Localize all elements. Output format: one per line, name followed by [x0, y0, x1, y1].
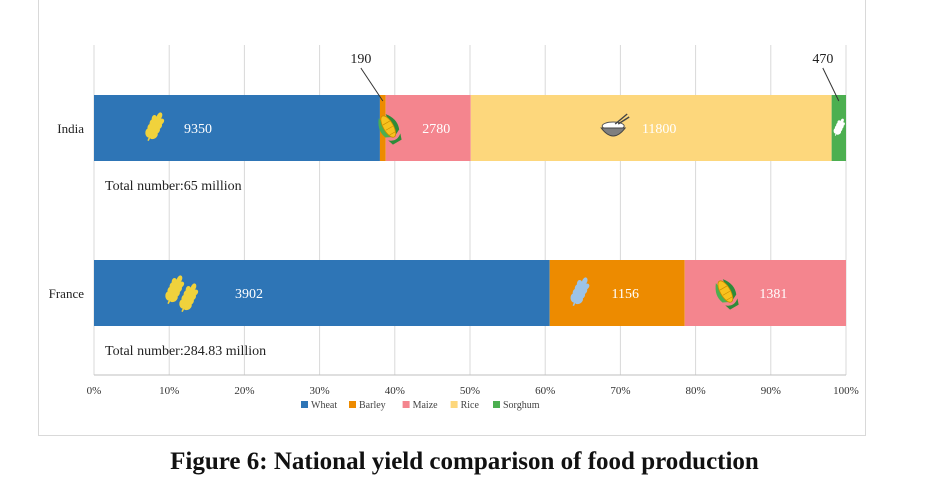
x-tick-label: 60% [535, 385, 555, 397]
x-tick-label: 100% [833, 385, 859, 397]
x-tick-label: 80% [686, 385, 706, 397]
data-label: 1381 [759, 287, 787, 302]
chart-frame: 0% 10% 20% 30% 40% 50% 60% 70% 80% 90% 100% India 93… [38, 0, 866, 436]
x-tick-label: 0% [87, 385, 102, 397]
wheat-icon [570, 277, 590, 307]
data-label: 2780 [422, 122, 450, 137]
legend-label: Maize [413, 400, 439, 411]
corn-icon [715, 279, 739, 310]
legend-label: Barley [359, 400, 386, 411]
data-label: 190 [350, 52, 371, 67]
data-label: 9350 [184, 122, 212, 137]
wheat-icon [165, 275, 185, 305]
legend-swatch [493, 401, 500, 408]
bar-segment [470, 95, 832, 161]
legend-label: Rice [461, 400, 480, 411]
corn-icon [378, 114, 402, 145]
total-label: Total number:284.83 million [105, 344, 266, 359]
x-tick-label: 30% [310, 385, 330, 397]
x-tick-label: 10% [159, 385, 179, 397]
data-label: 11800 [642, 122, 676, 137]
legend-swatch [402, 401, 410, 408]
x-tick-label: 20% [234, 385, 254, 397]
bar-segment [684, 260, 846, 326]
stacked-bar-chart: 0% 10% 20% 30% 40% 50% 60% 70% 80% 90% 100% India 93… [49, 45, 859, 411]
x-tick-label: 50% [460, 385, 480, 397]
legend-swatch [301, 401, 308, 408]
leader-line [360, 67, 384, 102]
legend-label: Sorghum [503, 400, 540, 411]
total-label: Total number:65 million [105, 179, 242, 194]
bar-segment [549, 260, 685, 326]
wheat-icon [833, 118, 845, 136]
x-tick-label: 90% [761, 385, 781, 397]
bar-segment [94, 95, 380, 161]
rice-bowl-icon [600, 113, 630, 137]
category-label: France [49, 286, 85, 301]
leader-line [822, 67, 840, 102]
data-label: 470 [812, 52, 833, 67]
figure-caption: Figure 6: National yield comparison of f… [170, 448, 759, 475]
wheat-icon [179, 283, 199, 313]
wheat-icon [145, 112, 165, 142]
legend-swatch [349, 401, 356, 408]
bar-segment [94, 260, 550, 326]
legend-swatch [450, 401, 458, 408]
x-tick-label: 70% [610, 385, 630, 397]
legend-label: Wheat [311, 400, 337, 411]
bar-segment [385, 95, 471, 161]
x-tick-label: 40% [385, 385, 405, 397]
data-label: 3902 [235, 287, 263, 302]
data-label: 1156 [611, 287, 638, 302]
category-label: India [57, 121, 84, 136]
